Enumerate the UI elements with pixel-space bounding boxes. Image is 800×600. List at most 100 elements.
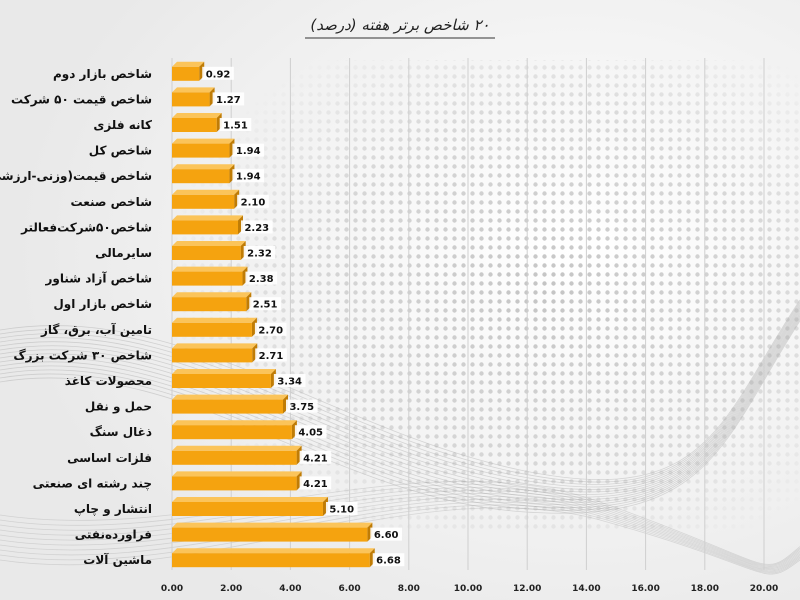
bar-front: [172, 143, 230, 158]
x-axis-tick-labels: 0.00 2.00 4.00 6.00 8.00 10.00 12.00 14.00 16.00…: [161, 584, 778, 594]
wave-line: [0, 320, 800, 514]
wave-line: [0, 304, 800, 488]
wave-line: [0, 317, 800, 509]
bar: [172, 113, 222, 132]
value-label-text: 1.27: [216, 95, 241, 106]
bar-top: [172, 445, 302, 451]
value-label-box: [299, 450, 332, 464]
wave-line: [0, 507, 800, 575]
value-label-box: [245, 271, 278, 285]
bar: [172, 292, 252, 312]
value-label-box: [294, 425, 327, 439]
x-tick-label: 4.00: [279, 584, 301, 594]
bar-front: [172, 450, 297, 465]
bar: [172, 471, 302, 491]
value-label-text: 2.23: [244, 223, 269, 234]
bar: [172, 394, 288, 414]
value-label-text: 1.51: [223, 121, 248, 132]
category-label: تامین آب، برق، گاز: [40, 322, 152, 337]
bar: [172, 189, 240, 209]
category-labels: شاخص بازار دوم شاخص قیمت ۵۰ شرکت کانه فلزی…: [0, 67, 152, 567]
x-tick-label: 20.00: [750, 584, 778, 594]
value-label: 1.27: [212, 92, 245, 106]
value-label-box: [325, 502, 358, 515]
value-label: 6.68: [372, 553, 405, 567]
bar-top: [172, 522, 373, 528]
bar-top: [172, 497, 328, 502]
bar-top: [172, 292, 252, 298]
x-tick-label: 0.00: [161, 584, 183, 594]
value-label-text: 4.05: [298, 428, 323, 439]
category-label: ماشین آلات: [83, 552, 152, 567]
bar-front: [172, 169, 230, 184]
wave-line: [0, 309, 800, 495]
bar-front: [172, 297, 247, 312]
value-label: 2.71: [255, 348, 287, 362]
value-label-text: 3.75: [289, 402, 314, 413]
wave-line: [0, 299, 800, 480]
value-label-box: [255, 348, 287, 362]
value-label: 1.94: [232, 169, 265, 183]
category-label: شاخص بازار دوم: [53, 67, 152, 82]
value-label-box: [219, 118, 252, 131]
value-label: 4.05: [294, 425, 327, 439]
x-tick-label: 6.00: [338, 584, 360, 594]
bar-top: [172, 189, 240, 195]
value-label-text: 2.32: [247, 249, 272, 260]
x-tick-label: 10.00: [454, 584, 482, 594]
category-label: سایرمالی: [95, 246, 152, 260]
value-label-box: [372, 553, 405, 567]
bar: [172, 420, 297, 440]
bar-front: [172, 246, 241, 260]
bar: [172, 522, 373, 542]
wave-line: [0, 314, 800, 503]
bar: [172, 215, 244, 235]
value-label-box: [249, 297, 281, 311]
category-label: شاخص۵۰شرکت‌فعالتر: [20, 220, 152, 234]
value-label-box: [243, 246, 276, 259]
bar: [172, 164, 235, 184]
bar-top: [172, 241, 246, 246]
bar-front: [172, 527, 368, 542]
category-label: شاخص کل: [89, 144, 152, 158]
category-label: شاخص قیمت(وزنی-ارزشی): [0, 169, 152, 184]
value-label-box: [212, 92, 245, 106]
bar-front: [172, 553, 370, 568]
value-label-box: [254, 322, 287, 336]
bar-front: [172, 66, 200, 81]
value-label-box: [370, 527, 402, 541]
bar-front: [172, 322, 252, 337]
bar-front: [172, 220, 239, 235]
bar-top: [172, 138, 235, 144]
value-label-text: 1.94: [236, 146, 261, 157]
bar-front: [172, 92, 210, 107]
bar-front: [172, 118, 217, 132]
bar: [172, 445, 302, 465]
wave-line: [0, 306, 800, 490]
value-label-box: [299, 476, 332, 490]
x-tick-label: 2.00: [220, 584, 242, 594]
value-label-box: [241, 220, 273, 234]
value-label: 2.70: [254, 322, 287, 336]
bar-top: [172, 420, 297, 426]
bar-front: [172, 425, 292, 440]
bar: [172, 343, 258, 363]
bar-top: [172, 548, 375, 554]
bar: [172, 87, 215, 107]
value-label-text: 4.21: [303, 453, 328, 464]
bar-top: [172, 471, 302, 477]
wave-line: [0, 501, 800, 573]
chart-title: ۲۰ شاخص برتر هفته (درصد): [305, 16, 495, 39]
category-label: محصولات کاغذ: [65, 374, 152, 389]
value-label: 4.21: [299, 450, 332, 464]
category-label: فراورده‌نفتی: [75, 528, 152, 543]
bar-front: [172, 374, 271, 388]
category-label: شاخص صنعت: [71, 195, 152, 209]
category-label: شاخص آزاد شناور: [44, 271, 152, 287]
bar: [172, 497, 328, 516]
value-label: 6.60: [370, 527, 402, 541]
wave-line: [0, 310, 800, 498]
bar-front: [172, 399, 283, 414]
value-label: 2.10: [237, 194, 269, 208]
chart-title-text: ۲۰ شاخص برتر هفته (درصد): [310, 16, 489, 34]
